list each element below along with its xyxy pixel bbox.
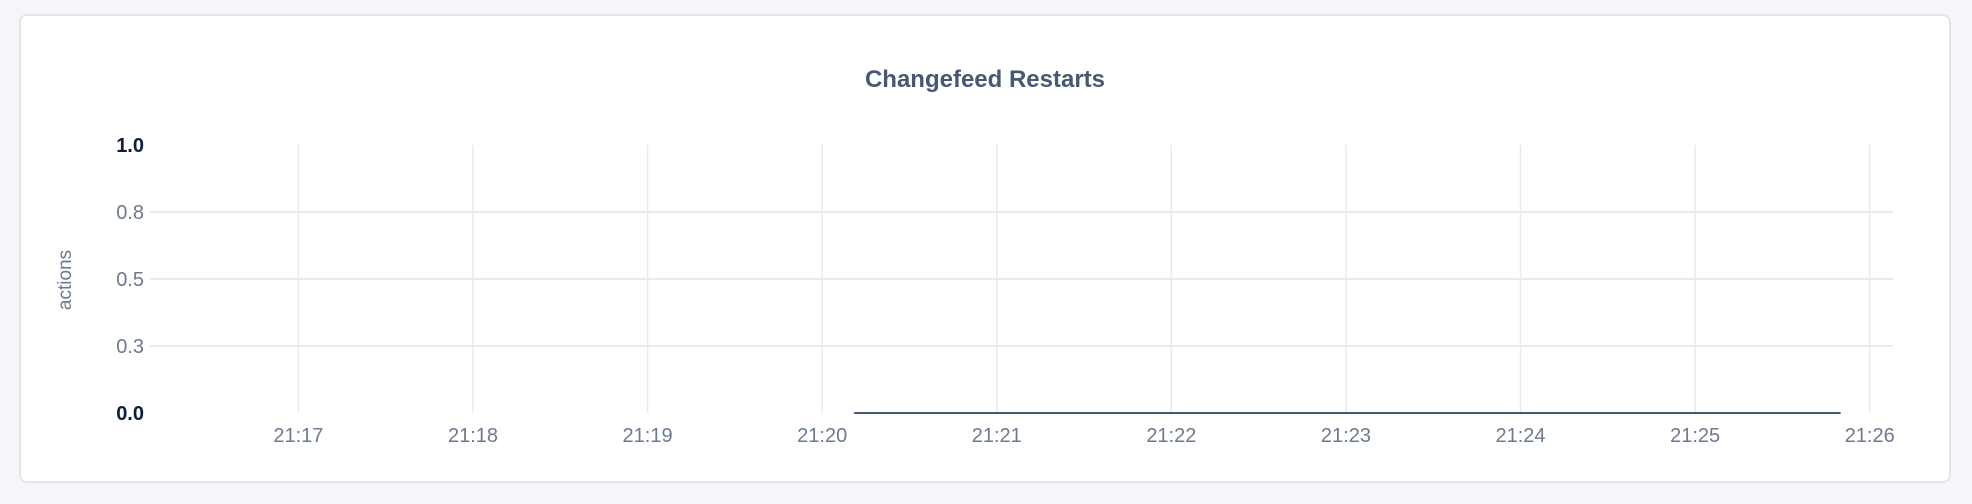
x-tick-label: 21:20 xyxy=(797,425,847,447)
y-tick-label: 0.0 xyxy=(116,403,144,425)
x-tick-label: 21:19 xyxy=(623,425,673,447)
x-tick-label: 21:23 xyxy=(1321,425,1371,447)
y-tick-label: 0.3 xyxy=(116,336,144,358)
x-tick-label: 21:26 xyxy=(1845,425,1895,447)
y-axis-title: actions xyxy=(55,250,76,310)
x-tick-label: 21:25 xyxy=(1670,425,1720,447)
chart-card: Changefeed Restarts xyxy=(19,14,1951,483)
y-tick-label: 0.5 xyxy=(116,269,144,291)
x-tick-label: 21:22 xyxy=(1146,425,1196,447)
x-tick-label: 21:18 xyxy=(448,425,498,447)
chart-title: Changefeed Restarts xyxy=(864,66,1106,93)
y-tick-label: 0.8 xyxy=(116,202,144,224)
x-tick-label: 21:21 xyxy=(972,425,1022,447)
x-tick-label: 21:17 xyxy=(273,425,323,447)
y-tick-label: 1.0 xyxy=(116,135,144,157)
x-tick-label: 21:24 xyxy=(1496,425,1546,447)
